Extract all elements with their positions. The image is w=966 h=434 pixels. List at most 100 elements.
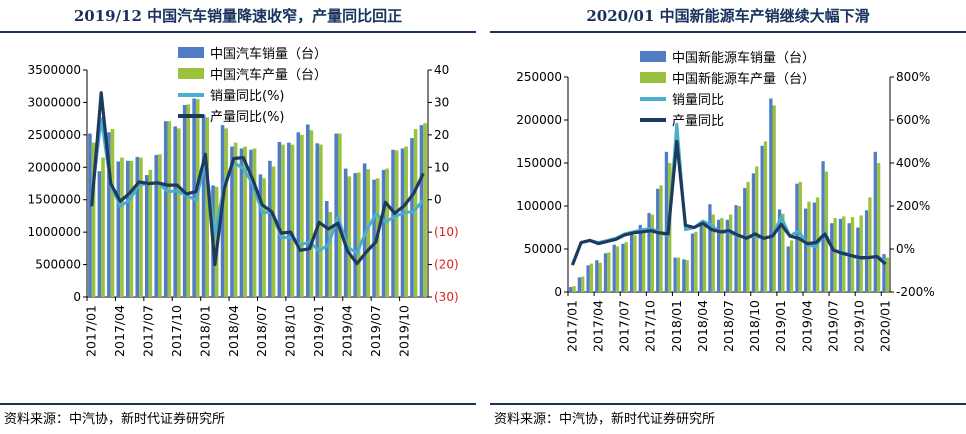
bar <box>664 151 669 292</box>
x-tick-label: 2018/04 <box>226 305 241 357</box>
x-tick-label: 2018/01 <box>669 300 684 352</box>
bar <box>173 126 177 297</box>
y-left-tick-label: 3000000 <box>28 95 81 109</box>
bar <box>135 156 140 297</box>
bar <box>305 124 310 297</box>
x-tick-label: 2019/04 <box>799 300 814 352</box>
bar <box>659 185 663 292</box>
y-left-tick-label: 2000000 <box>28 160 81 174</box>
y-right-tick-label: (30) <box>434 290 459 304</box>
bar <box>385 168 389 297</box>
bar <box>404 146 408 297</box>
legend-swatch <box>640 72 666 83</box>
bar <box>343 168 348 297</box>
bar <box>107 132 111 297</box>
bar <box>120 157 124 297</box>
bar <box>864 210 869 292</box>
chart-title: 2019/12 中国汽车销量降速收窄，产量同比回正 <box>73 7 403 25</box>
bar <box>186 104 191 297</box>
y-right-tick-label: 10 <box>434 160 449 174</box>
bar <box>163 121 168 297</box>
x-tick-label: 2019/01 <box>773 300 788 352</box>
x-tick-label: 2017/07 <box>141 305 156 357</box>
bar <box>804 208 808 292</box>
bar <box>324 201 329 297</box>
legend-swatch <box>178 47 204 58</box>
x-tick-label: 2018/10 <box>283 305 298 357</box>
legend-label: 中国汽车销量（台） <box>210 46 327 62</box>
legend-swatch <box>640 51 666 62</box>
bar <box>572 286 576 292</box>
bar <box>372 179 376 297</box>
x-tick-label: 2017/10 <box>643 300 658 352</box>
bar <box>577 277 582 292</box>
bar <box>353 173 357 297</box>
y-right-tick-label: (20) <box>434 258 459 272</box>
series-line <box>90 91 425 267</box>
bar <box>781 213 785 292</box>
bar <box>876 163 881 292</box>
x-tick-label: 2017/04 <box>112 305 127 357</box>
bar <box>755 166 759 292</box>
y-right-tick-label: 30 <box>434 95 449 109</box>
bar <box>873 151 877 292</box>
bar <box>148 169 153 297</box>
bar <box>589 263 594 292</box>
bar <box>126 160 130 297</box>
bar <box>702 223 707 292</box>
bar <box>116 161 121 297</box>
bar <box>624 242 628 292</box>
bar <box>139 157 143 297</box>
y-right-tick-label: 600% <box>896 113 930 127</box>
chart-panel-nev-sales: 2020/01 中国新能源车产销继续大幅下滑 0 50000 100000 15000… <box>490 0 966 434</box>
bar <box>88 133 92 297</box>
y-right-tick-label: 0 <box>434 193 442 207</box>
bar <box>271 166 276 297</box>
bar <box>158 154 162 297</box>
source-divider <box>490 403 966 405</box>
bar <box>716 219 721 292</box>
bar <box>772 105 776 292</box>
bar <box>258 174 263 297</box>
x-tick-label: 2017/07 <box>617 300 632 352</box>
source-note: 资料来源：中汽协，新时代证券研究所 <box>4 412 226 427</box>
bar <box>419 125 424 297</box>
bar <box>830 223 834 292</box>
bar <box>615 246 620 292</box>
bar <box>685 260 689 292</box>
x-tick-label: 2017/04 <box>590 300 605 352</box>
bar <box>647 212 651 292</box>
bar <box>230 146 234 297</box>
bar <box>154 154 159 297</box>
bar <box>290 144 295 297</box>
bar <box>239 148 244 297</box>
chart-title: 2020/01 中国新能源车产销继续大幅下滑 <box>586 7 870 25</box>
title-divider <box>490 31 966 33</box>
bar <box>729 214 733 292</box>
bar <box>838 218 843 292</box>
y-left-tick-label: 0 <box>554 285 562 299</box>
bar <box>97 171 102 297</box>
series-line <box>570 139 887 266</box>
bar <box>769 98 773 292</box>
bar <box>824 171 829 292</box>
bar <box>176 128 181 297</box>
bar <box>201 114 206 297</box>
legend-label: 产量同比 <box>672 114 724 129</box>
bar <box>789 240 794 292</box>
bar <box>205 117 210 298</box>
bar <box>633 235 637 292</box>
bar <box>682 259 686 292</box>
bar <box>694 231 698 292</box>
bar <box>586 265 590 292</box>
x-tick-label: 2018/10 <box>747 300 762 352</box>
bar <box>144 175 149 297</box>
bar <box>224 128 228 297</box>
y-right-tick-label: 0% <box>896 242 915 256</box>
bar <box>641 230 646 292</box>
x-tick-label: 2020/01 <box>878 300 893 352</box>
bar <box>243 146 247 297</box>
bar <box>300 134 304 297</box>
bar <box>249 149 253 297</box>
legend-label: 产量同比(%) <box>210 110 285 125</box>
